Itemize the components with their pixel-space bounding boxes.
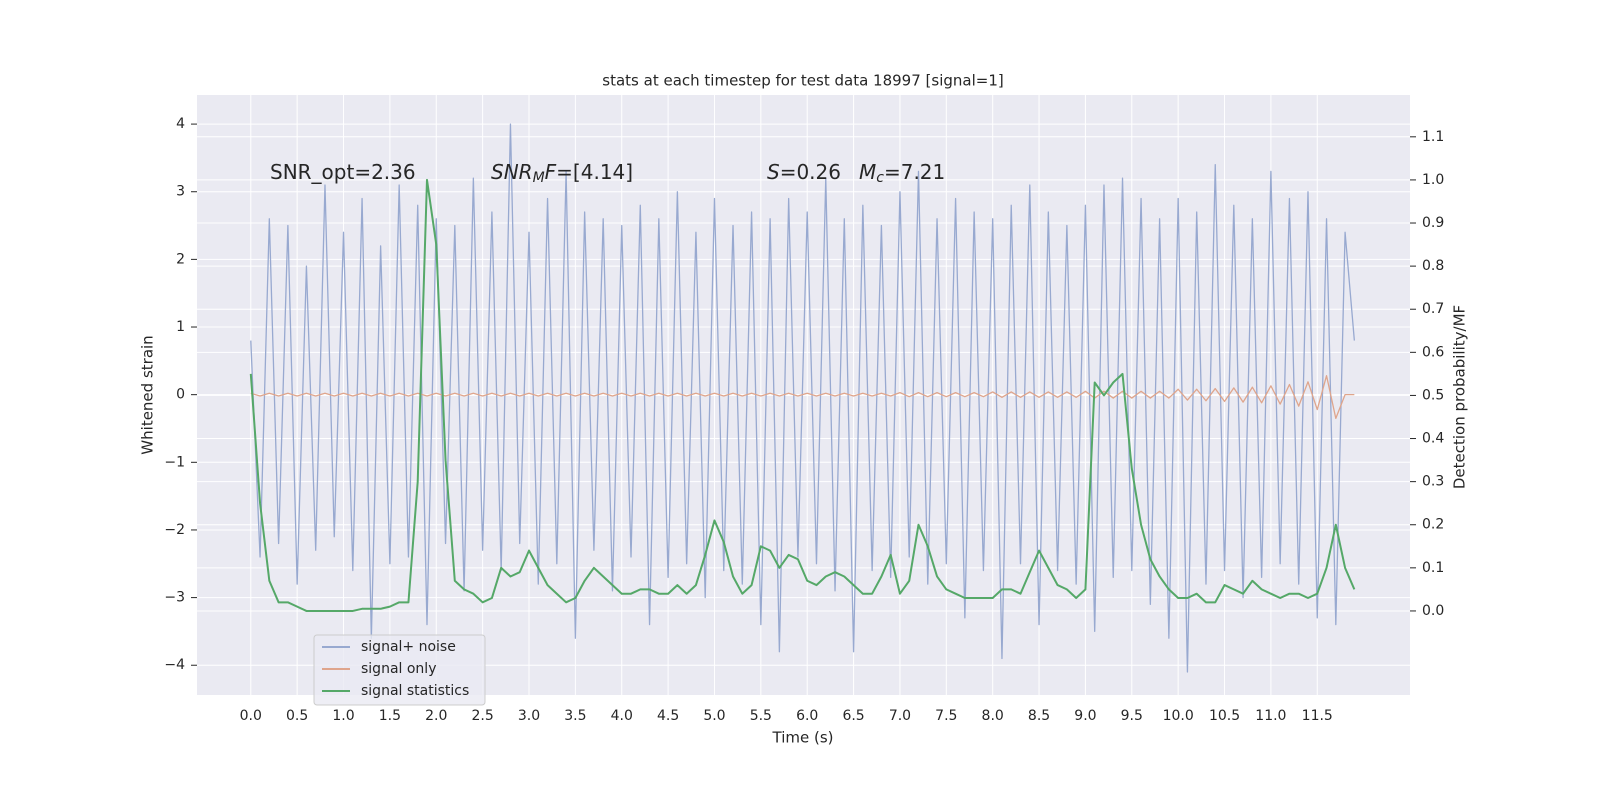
annotation: SNR_opt=2.36 bbox=[270, 160, 416, 184]
y2-tick-label: 0.6 bbox=[1422, 344, 1444, 360]
annotation: Mc=7.21 bbox=[859, 160, 945, 187]
chart-title: stats at each timestep for test data 189… bbox=[602, 72, 1003, 90]
y-tick-label: −4 bbox=[164, 657, 185, 673]
annotation: S=0.26 bbox=[767, 160, 841, 184]
annotation-part: S bbox=[767, 160, 780, 184]
annotation-part: F bbox=[545, 160, 557, 184]
x-tick-label: 9.0 bbox=[1074, 708, 1096, 724]
x-tick-label: 7.5 bbox=[935, 708, 957, 724]
y2-tick-label: 0.0 bbox=[1422, 603, 1444, 619]
x-tick-label: 5.5 bbox=[750, 708, 772, 724]
y2-tick-label: 1.1 bbox=[1422, 129, 1444, 145]
annotation-part: c bbox=[876, 170, 884, 186]
x-tick-label: 1.5 bbox=[379, 708, 401, 724]
y2-tick-label: 0.3 bbox=[1422, 474, 1444, 490]
annotation: SNRMF=[4.14] bbox=[491, 160, 633, 187]
y2-tick-label: 0.1 bbox=[1422, 560, 1444, 576]
y-tick-label: 1 bbox=[176, 319, 185, 335]
y2-tick-label: 0.5 bbox=[1422, 387, 1444, 403]
x-axis-label: Time (s) bbox=[772, 729, 834, 747]
x-tick-label: 0.5 bbox=[286, 708, 308, 724]
x-tick-label: 5.0 bbox=[703, 708, 725, 724]
x-tick-label: 3.5 bbox=[564, 708, 586, 724]
x-tick-label: 7.0 bbox=[889, 708, 911, 724]
y-tick-label: −2 bbox=[164, 522, 185, 538]
x-tick-label: 10.5 bbox=[1209, 708, 1240, 724]
x-tick-label: 11.5 bbox=[1302, 708, 1333, 724]
x-tick-label: 2.5 bbox=[471, 708, 493, 724]
annotation-part: =[4.14] bbox=[556, 160, 633, 184]
y-tick-label: 4 bbox=[176, 116, 185, 132]
x-tick-label: 8.0 bbox=[982, 708, 1004, 724]
series-line bbox=[249, 178, 1356, 612]
y-tick-label: 3 bbox=[176, 184, 185, 200]
x-tick-label: 6.0 bbox=[796, 708, 818, 724]
legend-label: signal+ noise bbox=[361, 639, 456, 655]
legend-box bbox=[313, 634, 486, 706]
x-tick-label: 0.0 bbox=[240, 708, 262, 724]
annotation-part: M bbox=[533, 170, 545, 186]
x-tick-label: 2.0 bbox=[425, 708, 447, 724]
y2-tick-label: 0.9 bbox=[1422, 215, 1444, 231]
annotation-part: =7.21 bbox=[884, 160, 945, 184]
y-axis-label: Whitened strain bbox=[139, 335, 157, 454]
legend-label: signal only bbox=[361, 661, 436, 677]
x-tick-label: 9.5 bbox=[1121, 708, 1143, 724]
x-tick-label: 1.0 bbox=[332, 708, 354, 724]
y2-tick-label: 1.0 bbox=[1422, 172, 1444, 188]
x-tick-label: 4.5 bbox=[657, 708, 679, 724]
lines bbox=[249, 123, 1356, 673]
y-tick-label: −1 bbox=[164, 454, 185, 470]
x-tick-label: 6.5 bbox=[842, 708, 864, 724]
legend-label: signal statistics bbox=[361, 683, 469, 699]
x-tick-label: 11.0 bbox=[1255, 708, 1286, 724]
y-tick-label: 2 bbox=[176, 251, 185, 267]
series-line bbox=[250, 123, 1356, 673]
y2-tick-label: 0.8 bbox=[1422, 258, 1444, 274]
series-line bbox=[250, 375, 1355, 419]
y2-tick-label: 0.7 bbox=[1422, 301, 1444, 317]
x-tick-label: 3.0 bbox=[518, 708, 540, 724]
annotation-part: =0.26 bbox=[780, 160, 841, 184]
x-tick-label: 8.5 bbox=[1028, 708, 1050, 724]
annotation-part: SNR_opt=2.36 bbox=[270, 160, 416, 184]
x-tick-label: 10.0 bbox=[1163, 708, 1194, 724]
y2-tick-label: 0.2 bbox=[1422, 517, 1444, 533]
y2-axis-label: Detection probability/MF bbox=[1451, 305, 1469, 489]
y-tick-label: 0 bbox=[176, 387, 185, 403]
x-tick-label: 4.0 bbox=[611, 708, 633, 724]
y2-tick-label: 0.4 bbox=[1422, 431, 1444, 447]
annotation-part: SNR bbox=[491, 160, 533, 184]
y-tick-label: −3 bbox=[164, 590, 185, 606]
annotation-part: M bbox=[859, 160, 876, 184]
